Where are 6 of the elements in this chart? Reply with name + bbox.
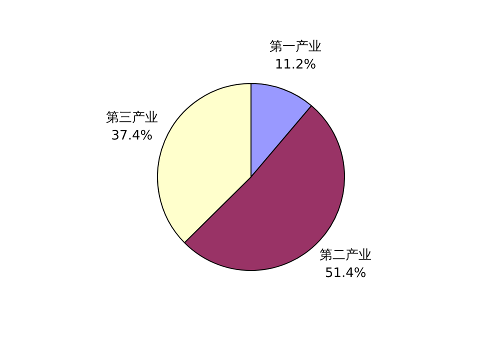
slice-label: 第一产业 [269, 39, 322, 54]
data-label: 37.4% [111, 128, 153, 144]
data-label: 51.4% [324, 266, 366, 282]
slice-label: 第三产业 [106, 110, 158, 126]
data-label: 11.2% [274, 57, 316, 72]
slice-label: 第二产业 [320, 248, 372, 264]
